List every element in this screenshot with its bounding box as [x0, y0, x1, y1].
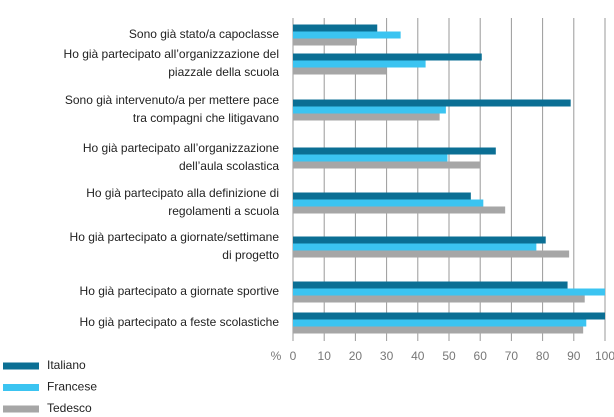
bar: [293, 243, 537, 251]
bar: [293, 60, 426, 68]
x-tick-label: 80: [536, 349, 550, 363]
y-tick-label: Sono già stato/a capoclasse: [129, 27, 279, 41]
bar: [293, 31, 401, 39]
y-tick-label: Ho già partecipato a giornate/settimane d…: [70, 230, 280, 262]
bar: [293, 24, 378, 32]
bar: [293, 236, 546, 244]
legend-label: Italiano: [47, 358, 86, 372]
bar: [293, 250, 570, 258]
bar: [293, 312, 605, 320]
bar: [293, 154, 448, 162]
bar: [293, 326, 584, 334]
x-axis-label: %: [271, 349, 282, 363]
legend-swatch: [3, 405, 39, 413]
x-tick-label: 10: [318, 349, 332, 363]
bar: [293, 192, 471, 200]
y-tick-label: Sono già intervenuto/a per mettere pace t…: [65, 93, 279, 125]
x-tick-label: 50: [442, 349, 456, 363]
y-tick-label: Ho già partecipato a feste scolastiche: [80, 315, 280, 329]
x-tick-label: 0: [290, 349, 297, 363]
x-tick-label: 60: [474, 349, 488, 363]
x-tick-label: 90: [567, 349, 581, 363]
bar: [293, 206, 506, 214]
legend-swatch: [3, 384, 39, 391]
y-tick-label: Ho già partecipato all’organizzazione de…: [64, 47, 280, 79]
bar: [293, 106, 446, 114]
bar: [293, 38, 357, 46]
x-tick-label: 20: [349, 349, 363, 363]
bar: [293, 319, 587, 327]
bar: [293, 99, 571, 107]
bar: [293, 295, 585, 303]
y-tick-label: Ho già partecipato a giornate sportive: [80, 284, 280, 298]
y-tick-label: Ho già partecipato alla definizione di re…: [86, 186, 279, 218]
bar: [293, 147, 496, 155]
x-tick-label: 40: [411, 349, 425, 363]
x-tick-label: 30: [380, 349, 394, 363]
bar: [293, 199, 484, 207]
legend-label: Tedesco: [47, 401, 92, 415]
bar: [293, 281, 568, 289]
bar: [293, 67, 387, 75]
y-tick-label: Ho già partecipato all’organizzazione del…: [83, 141, 279, 173]
bar: [293, 113, 440, 121]
bar: [293, 288, 605, 296]
x-tick-label: 100: [595, 349, 614, 363]
legend-swatch: [3, 362, 39, 370]
bar: [293, 53, 482, 61]
bar: [293, 161, 481, 169]
legend-label: Francese: [47, 380, 97, 394]
x-tick-label: 70: [505, 349, 519, 363]
